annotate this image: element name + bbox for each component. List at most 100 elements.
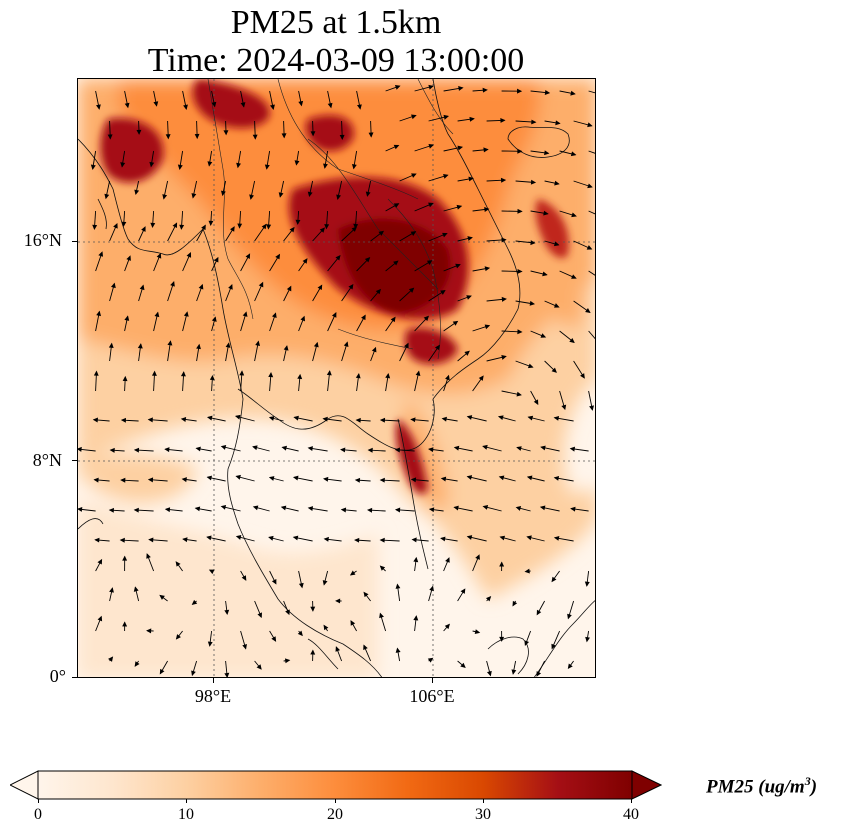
wind-vector-head — [93, 477, 99, 483]
lat-tick-0: 0° — [49, 666, 66, 686]
wind-vector-head — [224, 609, 230, 616]
lat-tick-8n: 8°N — [32, 450, 62, 470]
wind-vector-head — [237, 223, 243, 229]
wind-vector-head — [137, 343, 143, 349]
wind-vector-head — [335, 646, 341, 652]
wind-vector-head — [154, 311, 160, 318]
title-line-2: Time: 2024-03-09 13:00:00 — [147, 42, 525, 79]
wind-vector-head — [146, 628, 152, 634]
wind-vector-head — [108, 656, 114, 662]
wind-vector-head — [239, 370, 245, 376]
wind-vector-head — [310, 131, 316, 137]
wind-vector-head — [533, 399, 539, 406]
wind-vector-head — [482, 87, 488, 93]
wind-vector-head — [120, 162, 126, 168]
wind-vector-head — [261, 223, 267, 230]
wind-vector-head — [326, 370, 332, 376]
wind-vector-head — [322, 580, 328, 586]
colorbar-label-sup: 3 — [804, 774, 811, 788]
wind-vector-head — [411, 114, 417, 120]
wind-vector-head — [234, 414, 241, 420]
wind-vector-head — [375, 288, 381, 295]
wind-vector-head — [182, 537, 188, 543]
wind-vector-head — [443, 114, 450, 120]
wind-vector-head — [327, 102, 333, 109]
wind-vector-head — [371, 346, 377, 353]
wind-vector-head — [544, 90, 551, 95]
wind-vector-head — [526, 475, 533, 481]
wind-vector-head — [515, 506, 522, 511]
wind-vector-head — [133, 586, 139, 592]
wind-vector — [588, 210, 595, 215]
wind-vector-head — [423, 315, 430, 322]
wind-vector-head — [300, 315, 306, 322]
colorbar-tick-30: 30 — [475, 806, 491, 823]
wind-vector — [588, 270, 595, 276]
wind-vector-head — [201, 224, 206, 231]
wind-vector-head — [353, 223, 359, 230]
pm25-hotspot — [100, 118, 164, 183]
wind-vector-head — [379, 477, 385, 483]
wind-vector-head — [482, 505, 489, 510]
wind-vector-head — [524, 640, 530, 646]
wind-vector-head — [395, 647, 401, 653]
wind-vector-head — [499, 561, 505, 567]
wind-vector-head — [474, 629, 481, 635]
wind-vector-head — [428, 143, 434, 149]
wind-vector-head — [499, 636, 505, 642]
wind-vector-head — [107, 134, 113, 140]
wind-vector-head — [298, 100, 304, 107]
wind-vector-head — [570, 506, 576, 512]
wind-vector-head — [240, 102, 246, 108]
wind-vector-head — [195, 446, 201, 452]
wind-vector-head — [440, 476, 447, 482]
wind-vector-head — [501, 355, 507, 360]
wind-vector-head — [379, 612, 384, 619]
wind-vector-head — [457, 145, 464, 151]
wind-vector-head — [464, 350, 470, 356]
wind-vector-head — [500, 177, 507, 183]
colorbar-tickmark — [38, 799, 39, 803]
wind-vector-head — [482, 444, 488, 450]
wind-vector-head — [175, 561, 181, 567]
wind-vector-head — [241, 575, 247, 581]
wind-vector-head — [517, 329, 523, 335]
wind-vector-head — [307, 446, 313, 451]
pm25-hotspot — [338, 218, 451, 314]
wind-vector-head — [554, 180, 560, 186]
wind-vector-head — [428, 84, 434, 90]
wind-vector-head — [390, 316, 396, 323]
wind-vector-head — [220, 445, 227, 450]
wind-vector-head — [351, 226, 357, 232]
wind-vector-head — [183, 104, 188, 111]
wind-vector-head — [104, 193, 110, 200]
wind-vector-head — [428, 202, 434, 208]
wind-vector-head — [442, 232, 448, 238]
lon-tick-98e: 98°E — [194, 686, 232, 706]
wind-vector-head — [191, 670, 196, 677]
wind-vector-head — [180, 371, 186, 377]
wind-vector-head — [162, 194, 168, 200]
wind-vector-head — [141, 226, 146, 232]
wind-vector-head — [159, 668, 165, 675]
lat-tickmark — [72, 241, 77, 242]
wind-vector-head — [121, 221, 127, 227]
colorbar-tickmark — [483, 799, 484, 803]
wind-vector-head — [434, 344, 440, 351]
wind-vector-head — [335, 598, 341, 604]
wind-vector-head — [343, 341, 349, 348]
wind-vector-head — [148, 537, 154, 543]
wind-vector-head — [283, 345, 289, 351]
pm25-region — [78, 453, 198, 503]
wind-vector-head — [466, 475, 473, 480]
wind-vector-head — [136, 129, 142, 135]
lon-tickmark — [213, 678, 214, 683]
wind-vector-head — [275, 253, 281, 260]
wind-vector-head — [110, 282, 116, 289]
wind-vector-head — [394, 447, 400, 453]
wind-vector-head — [536, 671, 542, 677]
wind-vector-head — [585, 308, 591, 314]
wind-vector-head — [292, 535, 299, 541]
wind-vector-head — [284, 658, 291, 664]
wind-vector-head — [268, 416, 275, 421]
